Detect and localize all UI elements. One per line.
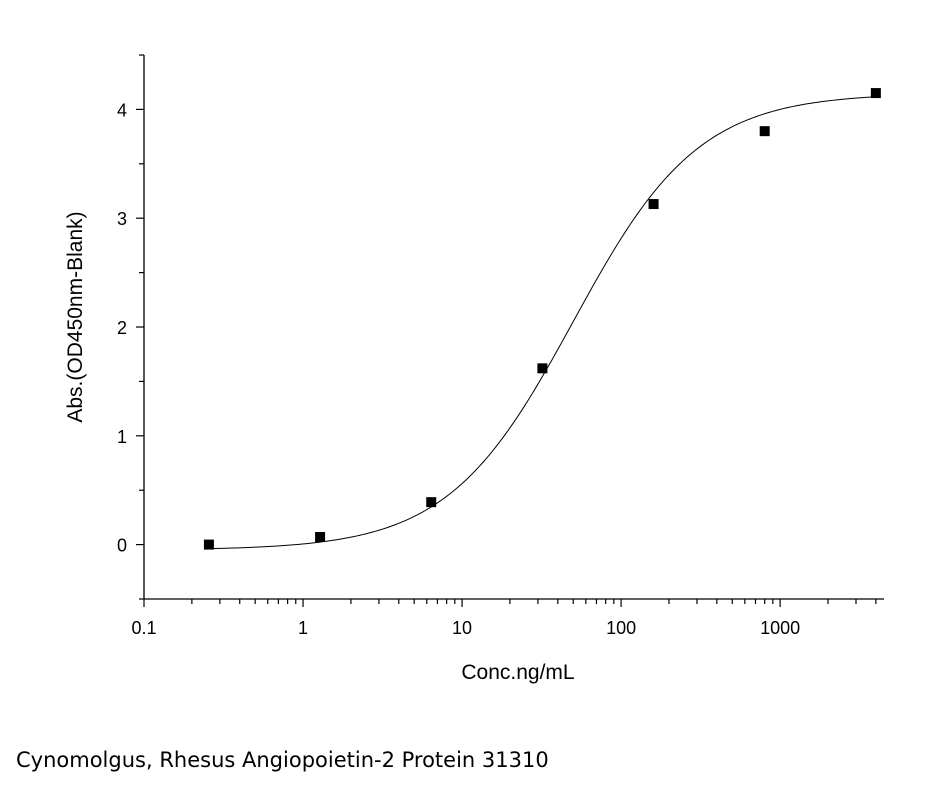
data-point [759,126,770,137]
data-point [426,497,437,508]
x-tick-label: 1 [298,618,308,638]
x-axis: 0.1 1 10 100 1000 [131,599,877,638]
y-axis-label: Abs.(OD450nm-Blank) [64,211,87,422]
fit-curve [208,96,876,550]
y-tick-label: 1 [117,427,127,447]
y-tick-label: 4 [117,100,127,120]
data-point [870,88,881,99]
y-axis: 0 1 2 3 4 [117,54,144,600]
y-tick-label: 0 [117,536,127,556]
y-tick-label: 3 [117,209,127,229]
data-point [315,531,326,542]
plot-frame [143,55,884,600]
y-tick-label: 2 [117,318,127,338]
figure-caption: Cynomolgus, Rhesus Angiopoietin-2 Protei… [16,748,549,772]
x-tick-label: 100 [606,618,636,638]
data-points [203,88,881,550]
data-point [537,363,548,374]
data-point [203,539,214,550]
x-tick-label: 0.1 [131,618,156,638]
data-point [648,199,659,210]
x-tick-label: 10 [452,618,472,638]
x-tick-label: 1000 [760,618,800,638]
x-axis-label: Conc.ng/mL [461,661,574,684]
